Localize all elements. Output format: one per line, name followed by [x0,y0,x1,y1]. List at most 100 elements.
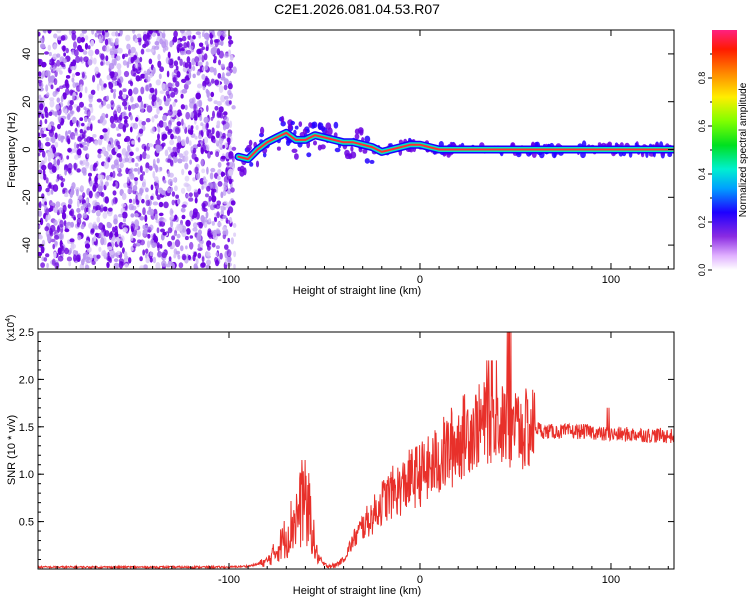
noise-dot [183,83,189,90]
noise-dot [189,235,194,239]
noise-dot [48,111,53,117]
noise-dot [173,87,179,95]
noise-dot [217,72,222,79]
noise-dot [223,53,230,58]
noise-dot [117,172,123,177]
noise-dot [228,100,232,105]
noise-dot [77,213,82,220]
signal-dot [298,121,303,127]
noise-dot [204,40,209,46]
noise-dot [64,108,68,115]
noise-dot [142,224,146,230]
noise-dot [136,230,142,238]
noise-dot [59,85,64,90]
noise-dot [56,53,61,58]
noise-dot [39,103,44,111]
noise-dot [114,225,118,231]
noise-dot [117,78,121,87]
noise-dot [105,61,111,66]
snr-y-tick-label: 2.5 [19,327,34,339]
noise-dot [57,123,61,130]
spectrogram-y-label: Frequency (Hz) [6,112,18,188]
noise-dot [91,30,95,35]
noise-dot [96,210,101,217]
noise-dot [181,168,185,176]
noise-dot [70,221,74,228]
noise-dot [48,75,52,84]
noise-dot [222,215,227,219]
signal-dot [280,115,285,123]
noise-dot [197,188,201,195]
noise-dot [51,165,57,173]
noise-dot [104,31,110,38]
noise-dot [113,262,120,269]
noise-dot [92,254,96,259]
colorbar-tick-label: 0.0 [697,264,707,277]
noise-dot [155,188,159,196]
noise-dot [206,259,211,266]
noise-dot [183,151,186,157]
noise-dot [129,126,133,133]
noise-dot [177,254,181,260]
noise-dot [57,133,62,142]
spectrogram-panel: -100 0 100 -40 -20 0 20 40 Height of straight l… [6,29,675,297]
noise-dot [38,235,43,240]
noise-dot [141,198,145,204]
noise-dot [130,223,136,230]
noise-dot [197,252,202,259]
noise-dot [189,241,194,250]
noise-dot [194,56,200,64]
signal-dot [255,160,260,168]
noise-dot [129,172,135,180]
noise-dot [121,247,125,254]
noise-dot [46,92,50,98]
spectrogram-axes: -100 0 100 -40 -20 0 20 40 [21,29,674,286]
noise-dot [52,146,57,154]
noise-dot [181,253,187,261]
noise-dot [228,145,232,154]
noise-dot [74,49,79,57]
noise-dot [123,115,129,120]
noise-dot [48,51,52,57]
noise-dot [199,115,203,122]
noise-dot [149,257,153,263]
signal-dot [317,144,322,151]
noise-dot [206,90,210,98]
noise-dot [137,137,141,143]
noise-dot [84,206,88,214]
noise-dot [80,205,85,211]
noise-dot [84,86,88,94]
noise-dot [175,250,181,255]
noise-dot [129,151,134,157]
noise-dot [57,255,64,262]
noise-dot [145,76,151,83]
noise-dot [198,109,202,117]
noise-dot [76,207,81,213]
noise-dot [68,261,72,267]
noise-dot [71,116,77,124]
noise-dot [191,153,197,160]
noise-dot [158,201,164,208]
noise-dot [115,31,119,37]
noise-dot [104,38,109,46]
colorbar-tick-label: 0.4 [697,168,707,181]
noise-dot [38,87,44,92]
noise-dot [56,97,61,103]
noise-dot [123,182,128,188]
noise-dot [230,200,236,206]
noise-dot [168,148,174,153]
noise-dot [88,172,92,177]
noise-dot [102,211,108,219]
noise-dot [111,236,117,243]
noise-dot [51,258,56,266]
noise-dot [114,181,118,189]
noise-dot [100,150,106,154]
noise-dot [158,220,162,227]
signal-dot [364,158,370,164]
noise-dot [123,251,128,258]
noise-dot [39,217,44,226]
noise-dot [195,124,199,131]
noise-dot [149,239,155,246]
noise-dot [172,76,177,83]
noise-dot [53,219,58,226]
